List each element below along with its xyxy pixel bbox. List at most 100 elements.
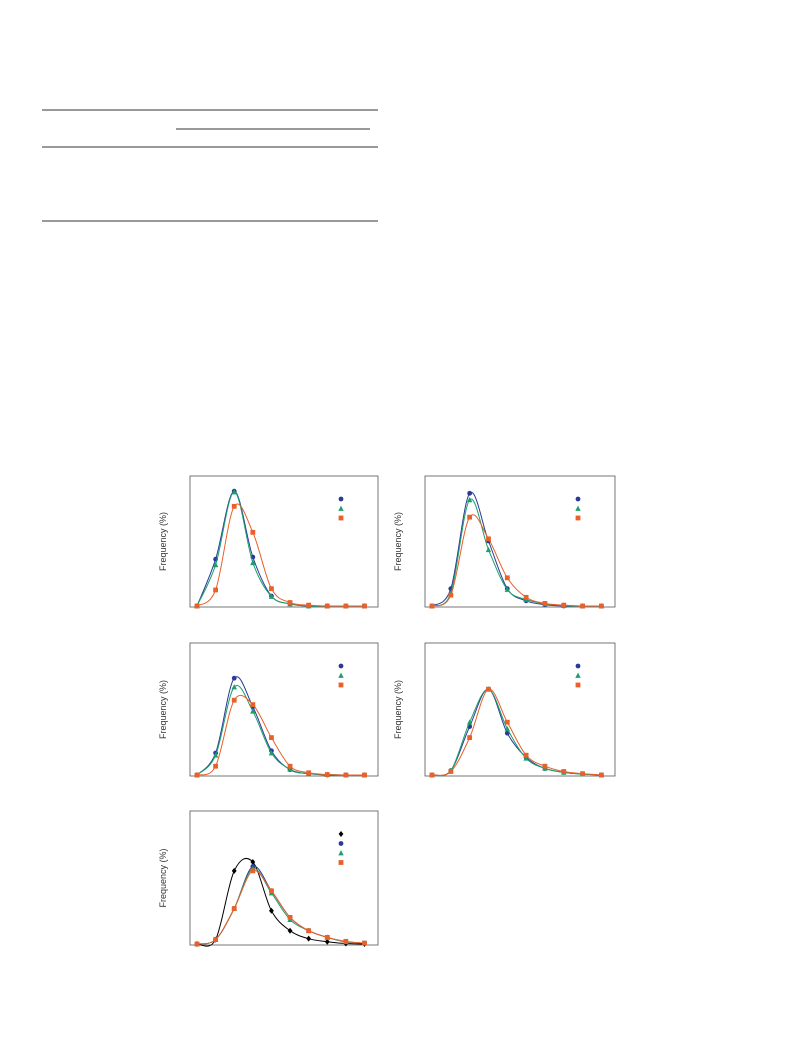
data-point <box>324 603 330 609</box>
data-point <box>287 927 293 934</box>
data-point <box>561 602 567 608</box>
data-point <box>561 769 567 774</box>
series-line <box>196 503 365 607</box>
series-line <box>196 490 365 607</box>
data-point <box>523 594 529 600</box>
y-axis-label: Frequency (%) <box>393 512 403 571</box>
legend-marker <box>338 663 344 669</box>
data-point <box>362 940 367 946</box>
series-line <box>196 868 365 945</box>
data-point <box>486 686 491 692</box>
data-point <box>343 772 349 778</box>
legend-marker <box>338 505 344 511</box>
series-line <box>196 857 365 947</box>
data-point <box>213 763 219 769</box>
data-point <box>306 770 312 776</box>
data-point <box>504 575 510 581</box>
series-line <box>196 694 365 776</box>
data-point <box>429 772 435 778</box>
data-point <box>269 907 274 914</box>
series-line <box>431 688 602 777</box>
series-line <box>431 688 602 776</box>
data-point <box>287 600 293 605</box>
data-point <box>306 935 312 942</box>
data-point <box>231 906 237 911</box>
data-point <box>212 561 219 568</box>
data-point <box>467 735 473 740</box>
data-point <box>231 675 237 681</box>
data-point <box>231 867 237 874</box>
legend-marker <box>338 672 344 678</box>
data-point <box>287 766 293 772</box>
data-point <box>343 603 349 609</box>
legend-marker <box>338 515 344 521</box>
legend-marker <box>575 505 581 511</box>
legend-marker <box>338 860 344 865</box>
data-point <box>269 735 274 740</box>
legend-marker <box>338 831 344 837</box>
data-point <box>306 602 312 608</box>
data-point <box>250 529 256 535</box>
plot-frame <box>189 642 379 777</box>
data-point <box>485 546 492 553</box>
y-axis-label: Frequency (%) <box>158 680 168 739</box>
data-point <box>231 489 237 495</box>
data-point <box>580 771 585 777</box>
legend-marker <box>575 515 581 521</box>
legend-marker <box>338 850 344 856</box>
data-point <box>599 603 604 609</box>
data-point <box>542 601 548 606</box>
legend-marker <box>338 841 344 846</box>
data-point <box>580 603 585 609</box>
data-point <box>194 603 200 609</box>
data-point <box>231 697 237 703</box>
legend-marker <box>338 496 344 502</box>
data-point <box>343 938 349 944</box>
data-point <box>306 928 312 934</box>
y-axis-label: Frequency (%) <box>393 680 403 739</box>
legend-marker <box>575 672 581 678</box>
y-axis-label: Frequency (%) <box>158 848 168 907</box>
legend-marker <box>575 663 581 669</box>
data-point <box>466 719 473 725</box>
data-point <box>362 603 367 609</box>
data-point <box>429 603 435 609</box>
data-point <box>250 702 256 707</box>
data-point <box>542 763 548 769</box>
data-point <box>448 592 454 598</box>
plot-frame <box>189 475 379 608</box>
legend-marker <box>575 682 581 688</box>
legend-marker <box>338 682 344 688</box>
data-point <box>194 772 200 778</box>
data-point <box>448 769 454 774</box>
data-point <box>287 763 293 769</box>
plot-frame <box>189 810 379 946</box>
data-point <box>466 496 473 503</box>
data-point <box>231 503 237 509</box>
data-point <box>504 719 510 725</box>
plot-frame <box>424 475 616 608</box>
data-point <box>194 941 200 947</box>
y-axis-label: Frequency (%) <box>158 512 168 571</box>
data-point <box>504 725 510 732</box>
data-point <box>268 750 275 756</box>
data-point <box>287 915 293 920</box>
series-line <box>196 684 365 776</box>
data-point <box>362 772 367 778</box>
data-point <box>250 708 256 714</box>
data-point <box>467 514 473 520</box>
data-point <box>213 587 219 593</box>
data-point <box>324 934 330 940</box>
data-point <box>269 888 274 894</box>
series-line <box>196 870 365 945</box>
data-point <box>250 868 256 874</box>
data-point <box>269 586 274 592</box>
series-line <box>431 514 602 607</box>
data-point <box>324 938 330 945</box>
plot-frame <box>424 642 616 777</box>
data-point <box>268 593 275 599</box>
data-point <box>250 559 256 566</box>
data-point <box>486 536 491 542</box>
data-point <box>212 752 219 758</box>
